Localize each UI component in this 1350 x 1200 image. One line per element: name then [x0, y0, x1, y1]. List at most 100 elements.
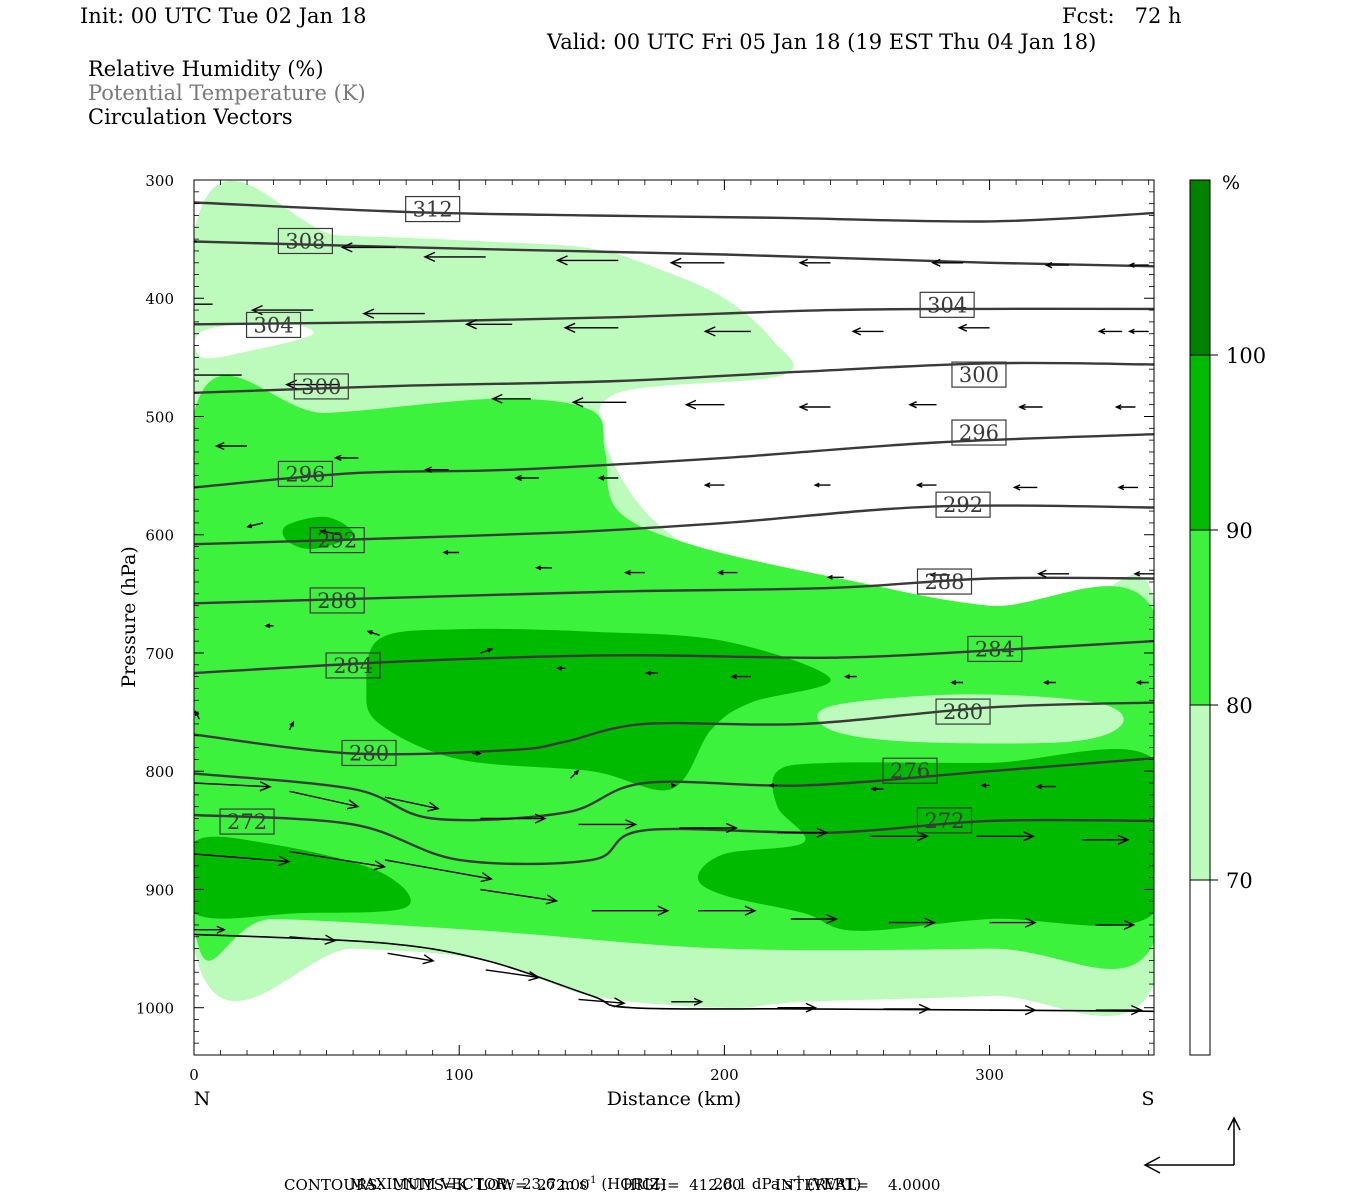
colorbar-level-label: 90: [1226, 519, 1253, 543]
circulation-vector: [591, 905, 670, 916]
theta-label-284: 284: [967, 635, 1023, 663]
circulation-vector: [194, 781, 272, 792]
circulation-vector: [289, 934, 337, 945]
circulation-vector: [989, 917, 1037, 928]
theta-label-text: 272: [227, 810, 267, 834]
max-vector-vert: 28.1 dPa s: [713, 1175, 793, 1193]
circulation-vector: [362, 308, 425, 319]
circulation-vector: [366, 630, 380, 636]
circulation-vector: [1018, 403, 1043, 411]
y-tick-label: 700: [145, 645, 174, 663]
circulation-vector: [480, 648, 494, 654]
circulation-vector: [423, 251, 486, 263]
circulation-vector: [194, 710, 200, 720]
contour-label-layer: 312 308 304 304 300 300 296 296 292 292 288 288 284 2…: [219, 195, 1023, 835]
theta-label-text: 292: [317, 529, 357, 553]
colorbar-unit: %: [1222, 172, 1240, 194]
vert-tail: (VERT): [802, 1175, 862, 1193]
rh-region-70: [194, 321, 314, 359]
theta-label-276: 276: [882, 757, 938, 784]
circulation-vector: [246, 522, 264, 529]
theta-label-text: 300: [301, 375, 341, 399]
x-axis-label: Distance (km): [607, 1088, 742, 1110]
theta-label-300: 300: [293, 373, 349, 400]
circulation-vector: [535, 565, 552, 571]
rh-region-90: [366, 628, 831, 791]
theta-label-text: 272: [924, 809, 964, 833]
circulation-vector: [1097, 328, 1123, 335]
theta-label-text: 296: [959, 421, 999, 445]
x-tick-label: 0: [189, 1066, 199, 1084]
circulation-vector: [555, 665, 566, 671]
theta-label-box: [309, 587, 365, 614]
circulation-vector: [1035, 783, 1056, 790]
theta-label-box: [967, 635, 1023, 663]
circulation-vector: [1128, 328, 1149, 335]
x-tick-label: 300: [975, 1066, 1004, 1084]
circulation-vector: [384, 859, 493, 883]
circulation-vector: [464, 319, 513, 330]
y-tick-label: 800: [145, 763, 174, 781]
theta-label-text: 308: [285, 229, 325, 253]
circulation-vector: [679, 822, 739, 834]
circulation-vector: [669, 257, 725, 268]
circulation-vector: [1082, 834, 1130, 845]
circulation-vector: [1128, 262, 1149, 268]
circulation-vector: [1095, 920, 1136, 930]
colorbar-level-label: 70: [1226, 869, 1253, 893]
contours-info: CONTOURS: UNITS=K LOW= 272.00 HIGH= 412.…: [284, 1176, 941, 1194]
theta-label-text: 280: [943, 700, 983, 724]
y-tick-label: 600: [145, 527, 174, 545]
theta-contour-280: [194, 701, 1154, 756]
circulation-vector: [883, 1003, 931, 1015]
theta-label-box: [951, 361, 1007, 388]
circulation-vector: [888, 917, 937, 928]
theta-label-box: [309, 527, 365, 554]
circulation-vector: [555, 255, 619, 266]
theta-label-box: [916, 568, 973, 595]
circulation-vector: [442, 550, 460, 555]
theta-contour-284: [194, 639, 1154, 675]
theta-label-box: [277, 460, 333, 488]
x-tick-label: 200: [710, 1066, 739, 1084]
colorbar-segment: [1190, 880, 1210, 1055]
y-tick-label: 500: [145, 408, 174, 426]
circulation-vector: [813, 482, 831, 488]
circulation-vector: [1135, 680, 1149, 685]
max-vector-horiz: 23.6 m s: [521, 1175, 587, 1193]
colorbar-level-label: 100: [1226, 344, 1266, 368]
circulation-vector: [578, 819, 638, 830]
theta-contour-312: [194, 201, 1154, 223]
theta-label-text: 280: [349, 741, 389, 765]
circulation-vector: [697, 905, 757, 916]
theta-label-box: [916, 807, 973, 834]
theta-label-box: [882, 757, 938, 784]
circulation-vector: [703, 326, 751, 337]
theta-label-284: 284: [325, 652, 381, 679]
circulation-vector: [289, 850, 387, 871]
circulation-vector: [730, 673, 751, 680]
colorbar-segment: [1190, 355, 1210, 530]
circulation-vector: [1095, 1004, 1144, 1016]
circulation-vector: [333, 454, 359, 462]
circulation-vector: [670, 782, 677, 788]
circulation-vector: [777, 1002, 818, 1013]
y-tick-label: 900: [145, 881, 174, 899]
theta-label-text: 304: [254, 313, 294, 337]
theta-label-272: 272: [219, 808, 275, 835]
theta-label-box: [293, 373, 349, 400]
circulation-vector: [424, 466, 449, 473]
theta-contour-300: [194, 361, 1154, 394]
theta-label-308: 308: [277, 227, 333, 255]
theta-contour-292: [194, 504, 1154, 546]
theta-label-text: 288: [924, 570, 964, 594]
circulation-vector: [1114, 404, 1136, 410]
circulation-vector: [1037, 569, 1070, 578]
circulation-vector: [851, 327, 884, 336]
max-vector-line: MAXIMUM VECTOR: 23.6 m s-1 (HORIZ) 28.1 …: [340, 1157, 862, 1193]
theta-label-288: 288: [309, 587, 365, 614]
theta-label-box: [245, 311, 302, 339]
theta-contour-276: [194, 757, 1154, 822]
circulation-vector: [624, 569, 645, 576]
